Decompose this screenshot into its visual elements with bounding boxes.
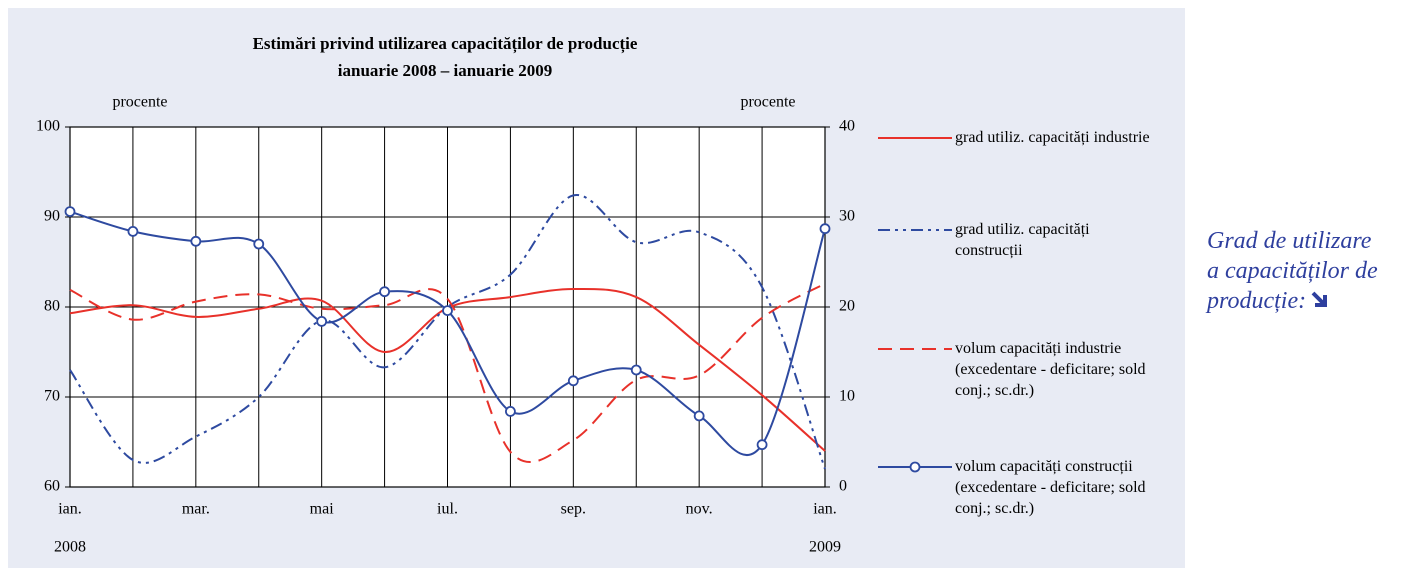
data-point	[379, 286, 390, 298]
data-point	[190, 235, 202, 247]
series-line	[69, 194, 826, 470]
y-tick-label: 60	[44, 478, 60, 495]
x-tick-label: mar.	[182, 501, 210, 518]
legend-label: volum capacități construcții (excedentar…	[955, 458, 1146, 517]
x-tick-label: mai	[310, 501, 335, 518]
x-tick-label: sep.	[561, 501, 586, 518]
chart-title: Estimări privind utilizarea capacitățilo…	[253, 34, 638, 54]
sidebar-text: Grad de utilizare a capacităților de pro…	[1207, 228, 1378, 314]
data-point	[127, 225, 139, 237]
data-point	[756, 439, 768, 451]
x-year-label: 2009	[809, 539, 841, 556]
data-point	[693, 410, 705, 422]
data-point	[64, 206, 76, 218]
data-point	[819, 223, 831, 235]
x-tick-label: ian.	[813, 501, 837, 518]
sidebar-title: Grad de utilizare a capacităților de pro…	[1207, 226, 1387, 316]
series-line	[69, 210, 826, 456]
legend-label: volum capacități industrie (excedentare …	[955, 340, 1146, 399]
data-point	[567, 375, 579, 387]
y-tick-label: 70	[44, 388, 60, 405]
y-tick-label: 80	[44, 298, 60, 315]
y-tick-label: 90	[44, 208, 60, 225]
data-point	[505, 405, 516, 417]
legend-label: grad utiliz. capacități industrie	[955, 129, 1150, 146]
legend-label: grad utiliz. capacități construcții	[955, 221, 1090, 259]
chart-subtitle: ianuarie 2008 – ianuarie 2009	[338, 61, 552, 80]
y2-tick-label: 0	[839, 478, 847, 495]
data-point	[253, 238, 265, 250]
y2-axis-label: procente	[740, 94, 795, 111]
legend-marker	[909, 461, 921, 473]
y2-tick-label: 10	[839, 388, 855, 405]
data-point	[630, 364, 642, 376]
x-tick-label: nov.	[686, 501, 713, 518]
y-axis-label: procente	[112, 94, 167, 111]
y2-tick-label: 30	[839, 208, 855, 225]
x-year-label: 2008	[54, 539, 86, 556]
y-tick-label: 100	[36, 118, 60, 135]
x-tick-label: ian.	[58, 501, 82, 518]
plot-border	[69, 126, 826, 488]
arrow-icon	[1311, 291, 1328, 307]
chart: Estimări privind utilizarea capacitățilo…	[8, 8, 1185, 568]
y2-tick-label: 40	[839, 118, 855, 135]
y2-tick-label: 20	[839, 298, 855, 315]
data-point	[316, 315, 328, 327]
series-line	[69, 282, 826, 464]
data-point	[442, 305, 453, 317]
x-tick-label: iul.	[437, 501, 458, 518]
